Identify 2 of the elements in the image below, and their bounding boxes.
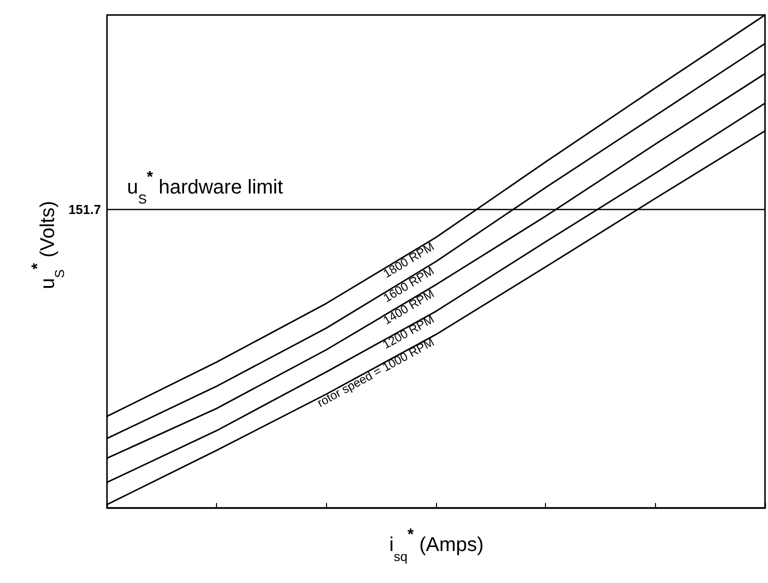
- text: 151.7: [68, 202, 101, 218]
- y-axis-title: uS* (Volts): [30, 200, 67, 290]
